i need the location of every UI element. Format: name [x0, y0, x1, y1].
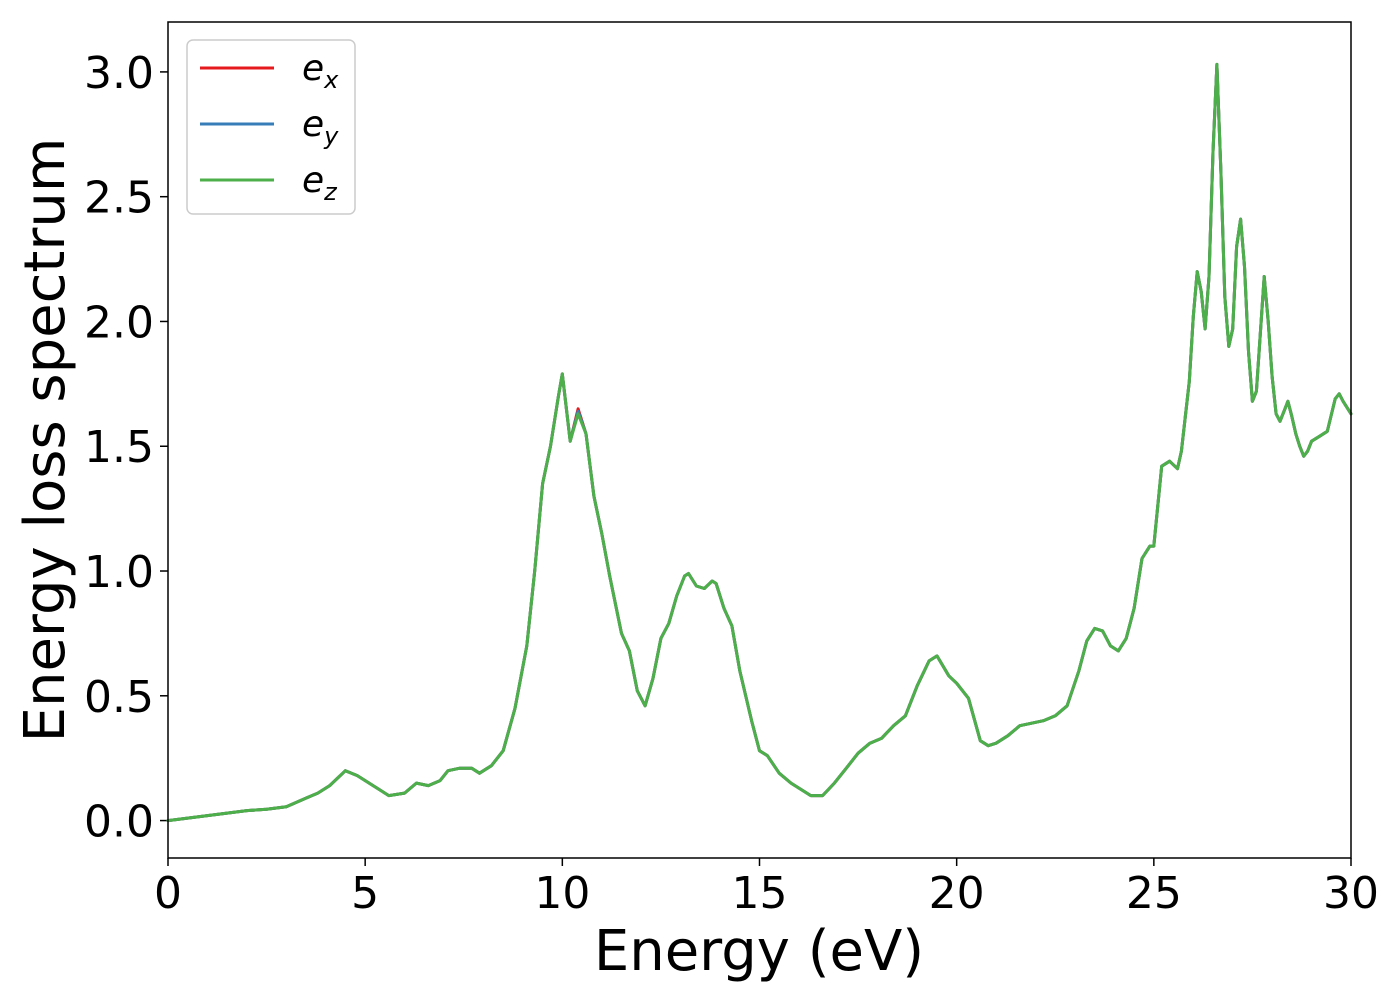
- legend-label-main: e: [302, 160, 324, 201]
- x-tick-label: 15: [732, 868, 788, 919]
- legend-label-subscript: x: [323, 66, 339, 94]
- y-tick-label: 2.5: [84, 173, 154, 224]
- y-axis-ticks: 0.0 0.5 1.0 1.5 2.0 2.5 3.0: [84, 48, 168, 848]
- y-tick-label: 0.0: [84, 797, 154, 848]
- y-tick-label: 1.5: [84, 422, 154, 473]
- legend-label-subscript: z: [323, 178, 338, 206]
- legend-label-ex: ex: [302, 48, 339, 94]
- legend-label-main: e: [302, 48, 324, 89]
- x-tick-label: 10: [534, 868, 590, 919]
- plot-frame: [167, 21, 1352, 859]
- y-tick-label: 3.0: [84, 48, 154, 99]
- legend-label-ey: ey: [302, 104, 339, 150]
- x-tick-label: 30: [1323, 868, 1379, 919]
- series-line-ez: [166, 62, 1353, 823]
- legend-label-ez: ez: [302, 160, 338, 206]
- y-tick-label: 1.0: [84, 547, 154, 598]
- legend-label-main: e: [302, 104, 324, 145]
- x-axis-ticks: 0 5 10 15 20 25 30: [154, 858, 1379, 919]
- y-tick-label: 2.0: [84, 297, 154, 348]
- x-tick-label: 20: [929, 868, 985, 919]
- y-axis-label: Energy loss spectrum: [13, 138, 78, 743]
- y-tick-label: 0.5: [84, 672, 154, 723]
- legend-label-subscript: y: [323, 122, 339, 150]
- x-tick-label: 5: [351, 868, 379, 919]
- x-tick-label: 0: [154, 868, 182, 919]
- series-lines: [166, 62, 1353, 823]
- legend-frame: [186, 39, 356, 215]
- x-tick-label: 25: [1126, 868, 1182, 919]
- x-axis-label: Energy (eV): [594, 919, 924, 984]
